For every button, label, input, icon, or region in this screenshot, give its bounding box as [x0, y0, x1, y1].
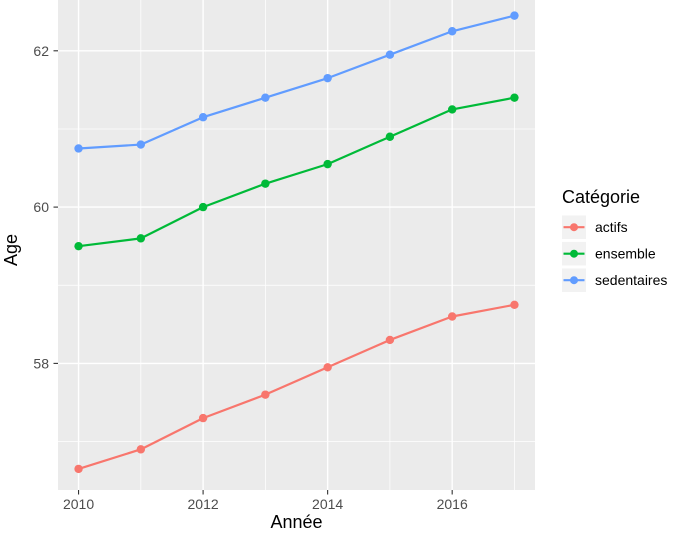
y-tick-label: 60	[33, 199, 49, 215]
legend: Catégorie actifs ensemble sedentaires	[562, 187, 667, 292]
x-tick-label: 2010	[63, 496, 94, 512]
data-series	[74, 11, 519, 474]
data-point-actifs-2016	[447, 312, 457, 321]
x-tick-label: 2012	[188, 496, 219, 512]
legend-item-label-actifs: actifs	[595, 219, 628, 235]
y-tick-label: 62	[33, 43, 49, 59]
data-point-actifs-2011	[136, 445, 146, 454]
data-point-actifs-2015	[385, 335, 395, 345]
y-axis-title: Age	[1, 234, 21, 266]
legend-swatch-point-sedentaires	[570, 276, 578, 285]
legend-swatch-point-actifs	[570, 223, 578, 232]
data-point-sedentaires-2012	[198, 113, 208, 122]
x-axis-title: Année	[270, 512, 322, 532]
data-point-actifs-2014	[323, 363, 332, 372]
data-point-ensemble-2013	[261, 179, 270, 188]
legend-swatch-point-ensemble	[570, 249, 578, 258]
data-point-ensemble-2012	[198, 202, 208, 212]
data-point-ensemble-2017	[510, 93, 519, 102]
data-point-sedentaires-2016	[447, 27, 457, 36]
data-point-sedentaires-2017	[510, 11, 519, 20]
data-point-sedentaires-2014	[323, 73, 332, 83]
data-point-actifs-2017	[510, 300, 519, 309]
data-point-sedentaires-2015	[385, 50, 395, 59]
data-point-sedentaires-2013	[261, 93, 270, 102]
y-tick-label: 58	[33, 355, 49, 371]
axes: 2010 2012 2014 2016 58 60 62	[33, 43, 468, 512]
data-point-ensemble-2016	[447, 105, 457, 114]
legend-item-label-sedentaires: sedentaires	[595, 272, 667, 288]
data-point-sedentaires-2010	[74, 144, 83, 153]
data-point-ensemble-2011	[136, 234, 146, 243]
legend-item-label-ensemble: ensemble	[595, 246, 656, 262]
data-point-ensemble-2015	[385, 132, 395, 141]
panel-background	[58, 0, 535, 490]
series-line-actifs	[78, 303, 515, 470]
legend-title: Catégorie	[562, 187, 640, 207]
data-point-ensemble-2014	[323, 159, 332, 169]
gridlines	[58, 0, 535, 490]
plot-panel	[58, 0, 535, 490]
x-tick-label: 2014	[312, 496, 343, 512]
series-line-sedentaires	[78, 14, 515, 150]
data-point-sedentaires-2011	[136, 140, 146, 149]
data-point-actifs-2012	[198, 413, 208, 423]
data-point-actifs-2013	[261, 390, 270, 399]
x-tick-label: 2016	[437, 496, 468, 512]
series-line-ensemble	[78, 96, 515, 248]
data-point-actifs-2010	[74, 464, 83, 474]
data-point-ensemble-2010	[74, 241, 83, 251]
